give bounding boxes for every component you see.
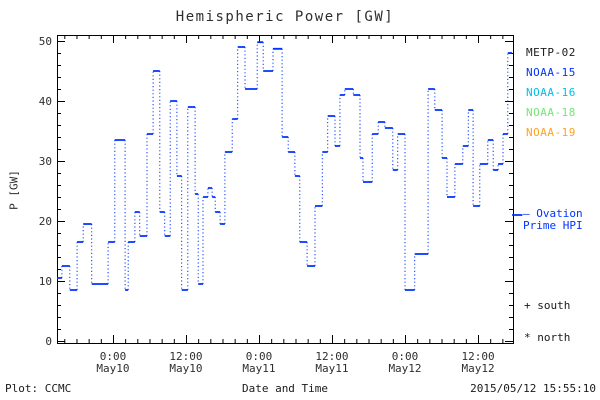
step-line-vertical-connectors xyxy=(61,42,509,290)
plot-timestamp: 2015/05/12 15:55:10 xyxy=(470,382,596,395)
axis-frame xyxy=(57,35,514,344)
ovation-legend-line1: – Ovation xyxy=(523,207,583,220)
x-tick-date: May10 xyxy=(96,362,130,375)
x-tick-time: 0:00 xyxy=(391,350,419,363)
x-tick-date: May12 xyxy=(461,362,495,375)
x-tick-label: 12:00 May10 xyxy=(150,351,222,375)
x-tick-time: 12:00 xyxy=(315,350,349,363)
y-tick-label: 30 xyxy=(38,155,52,168)
legend-item-noaa-15: NOAA-15 xyxy=(526,66,576,79)
x-tick-label: 0:00 May12 xyxy=(369,351,441,375)
chart-title: Hemispheric Power [GW] xyxy=(175,9,395,25)
y-tick-label: 40 xyxy=(38,95,52,108)
x-tick-time: 12:00 xyxy=(461,350,495,363)
x-tick-label: 12:00 May11 xyxy=(296,351,368,375)
x-tick-date: May10 xyxy=(169,362,203,375)
ovation-prime-hpi-legend: – Ovation Prime HPI xyxy=(523,208,583,232)
x-tick-label: 12:00 May12 xyxy=(442,351,514,375)
axis-ticks xyxy=(57,35,513,343)
legend-item-noaa-16: NOAA-16 xyxy=(526,86,576,99)
x-tick-label: 0:00 May10 xyxy=(77,351,149,375)
ovation-legend-line2: Prime HPI xyxy=(523,219,583,232)
y-tick-label: 0 xyxy=(45,335,52,348)
y-tick-label: 20 xyxy=(38,215,52,228)
step-line-horizontal-segments xyxy=(57,41,513,291)
north-marker-legend: * north xyxy=(524,331,571,344)
x-tick-date: May11 xyxy=(242,362,276,375)
x-tick-time: 0:00 xyxy=(99,350,127,363)
y-tick-label: 10 xyxy=(38,275,52,288)
x-tick-label: 0:00 May11 xyxy=(223,351,295,375)
x-tick-time: 12:00 xyxy=(169,350,203,363)
legend-item-noaa-18: NOAA-18 xyxy=(526,106,576,119)
x-axis-title: Date and Time xyxy=(241,382,329,395)
plot-credit: Plot: CCMC xyxy=(5,382,72,395)
y-tick-label: 50 xyxy=(38,35,52,48)
south-marker-legend: + south xyxy=(524,299,571,312)
legend-item-noaa-19: NOAA-19 xyxy=(526,126,576,139)
x-tick-date: May12 xyxy=(388,362,422,375)
x-tick-time: 0:00 xyxy=(245,350,273,363)
legend-item-metp-02: METP-02 xyxy=(526,46,576,59)
x-tick-date: May11 xyxy=(315,362,349,375)
